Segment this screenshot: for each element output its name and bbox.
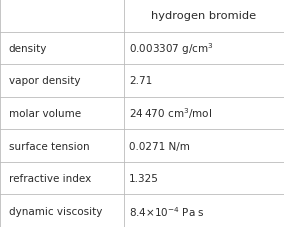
Text: refractive index: refractive index [9, 173, 91, 183]
Text: 2.71: 2.71 [129, 76, 153, 86]
Text: density: density [9, 44, 47, 54]
Text: $8.4{\times}10^{-4}$ Pa s: $8.4{\times}10^{-4}$ Pa s [129, 204, 205, 218]
Text: 24 470 cm$^3$/mol: 24 470 cm$^3$/mol [129, 106, 212, 121]
Text: vapor density: vapor density [9, 76, 80, 86]
Text: molar volume: molar volume [9, 109, 81, 118]
Text: surface tension: surface tension [9, 141, 89, 151]
Text: 0.003307 g/cm$^3$: 0.003307 g/cm$^3$ [129, 41, 214, 57]
Text: dynamic viscosity: dynamic viscosity [9, 206, 102, 216]
Text: 1.325: 1.325 [129, 173, 159, 183]
Text: hydrogen bromide: hydrogen bromide [151, 11, 256, 21]
Text: 0.0271 N/m: 0.0271 N/m [129, 141, 190, 151]
